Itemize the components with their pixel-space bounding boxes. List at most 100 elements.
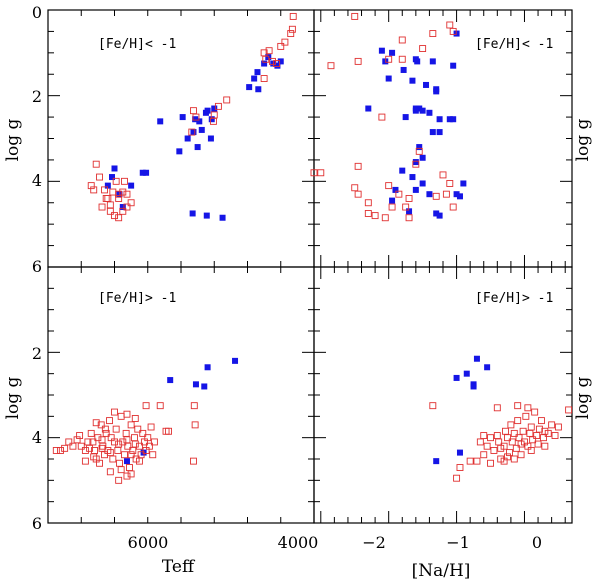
data-point-open [565, 406, 573, 414]
data-point-filled [111, 165, 118, 172]
panel-bottom-right [313, 266, 573, 524]
data-point-filled [176, 148, 183, 155]
data-point-open [526, 429, 534, 437]
data-point-open [121, 177, 128, 185]
data-point-open [548, 421, 556, 429]
data-point-open [135, 442, 143, 450]
data-point-filled [140, 449, 147, 456]
data-point-open [514, 402, 522, 410]
annotation-bottom-left: [Fe/H]> -1 [98, 291, 176, 306]
data-point-open [508, 438, 516, 446]
data-point-open [121, 451, 128, 459]
data-point-filled [456, 193, 463, 200]
data-point-filled [128, 182, 135, 189]
data-point-open [381, 214, 389, 222]
y-tick-label-4-bottom: 4 [32, 428, 42, 447]
data-point-filled [208, 116, 215, 123]
y-tick-label-6-top: 6 [32, 257, 42, 276]
data-point-open [165, 427, 172, 435]
data-point-open [101, 425, 109, 433]
data-point-filled [104, 182, 111, 189]
data-point-open [415, 147, 423, 155]
data-point-open [94, 434, 102, 442]
data-point-open [112, 425, 120, 433]
data-point-open [514, 417, 522, 425]
data-point-filled [378, 47, 385, 54]
data-point-filled [389, 197, 396, 204]
data-point-open [364, 199, 372, 207]
data-point-open [119, 438, 127, 446]
data-point-open [111, 438, 118, 446]
data-point-open [265, 47, 273, 55]
data-point-open [453, 474, 461, 482]
x-tick-label-4000: 4000 [278, 533, 319, 552]
data-point-open [115, 476, 123, 484]
data-point-filled [473, 355, 480, 362]
data-point-open [111, 212, 118, 220]
data-point-open [519, 427, 527, 435]
data-point-open [111, 408, 118, 416]
data-point-filled [416, 105, 423, 112]
plot-frame [47, 9, 315, 268]
data-point-open [466, 457, 474, 465]
data-point-filled [109, 174, 116, 181]
data-point-filled [232, 357, 239, 364]
data-point-filled [254, 69, 261, 76]
data-point-open [97, 421, 105, 429]
data-point-open [385, 182, 393, 190]
data-point-filled [460, 180, 467, 187]
data-point-open [102, 195, 110, 202]
panel-top-left [47, 9, 315, 268]
x-tick-label-neg2: −2 [362, 533, 386, 552]
data-point-open [402, 203, 410, 211]
data-point-open [512, 444, 520, 452]
data-point-open [388, 203, 396, 211]
data-point-open [529, 436, 537, 444]
data-point-open [446, 180, 454, 187]
data-point-open [541, 442, 549, 450]
data-point-filled [419, 107, 426, 114]
data-point-open [517, 440, 525, 448]
data-point-open [131, 415, 139, 422]
data-point-filled [255, 86, 262, 93]
data-point-open [73, 436, 81, 444]
data-point-open [90, 186, 98, 194]
data-point-open [162, 427, 170, 435]
data-point-open [317, 169, 325, 177]
data-point-open [150, 438, 158, 446]
data-point-open [101, 186, 108, 194]
data-point-open [442, 190, 450, 198]
data-point-filled [143, 169, 150, 176]
data-point-open [130, 434, 138, 442]
data-point-open [364, 210, 372, 217]
data-point-open [510, 429, 518, 437]
data-point-filled [203, 212, 210, 219]
data-point-open [534, 440, 542, 448]
panel-top-right [310, 9, 573, 268]
data-point-open [123, 472, 131, 480]
data-point-filled [409, 174, 416, 181]
data-point-open [190, 457, 197, 465]
annotation-bottom-right: [Fe/H]> -1 [475, 291, 553, 306]
data-point-open [117, 412, 125, 420]
data-point-open [127, 470, 135, 478]
data-point-open [139, 429, 147, 437]
data-point-filled [139, 169, 146, 176]
data-point-open [96, 173, 103, 181]
data-point-open [106, 207, 114, 215]
data-point-open [502, 427, 509, 435]
y-tick-label-2-bottom: 2 [32, 344, 42, 363]
data-point-filled [433, 458, 440, 465]
data-point-filled [414, 58, 421, 65]
data-point-open [449, 203, 457, 211]
data-point-open [429, 30, 437, 38]
data-point-filled [416, 144, 423, 151]
data-point-filled [157, 118, 164, 125]
data-point-filled [453, 374, 460, 381]
data-point-filled [198, 126, 205, 133]
data-point-open [497, 444, 505, 452]
data-point-open [223, 96, 231, 104]
data-point-open [456, 464, 464, 471]
data-point-open [517, 451, 525, 459]
data-point-open [288, 25, 296, 33]
